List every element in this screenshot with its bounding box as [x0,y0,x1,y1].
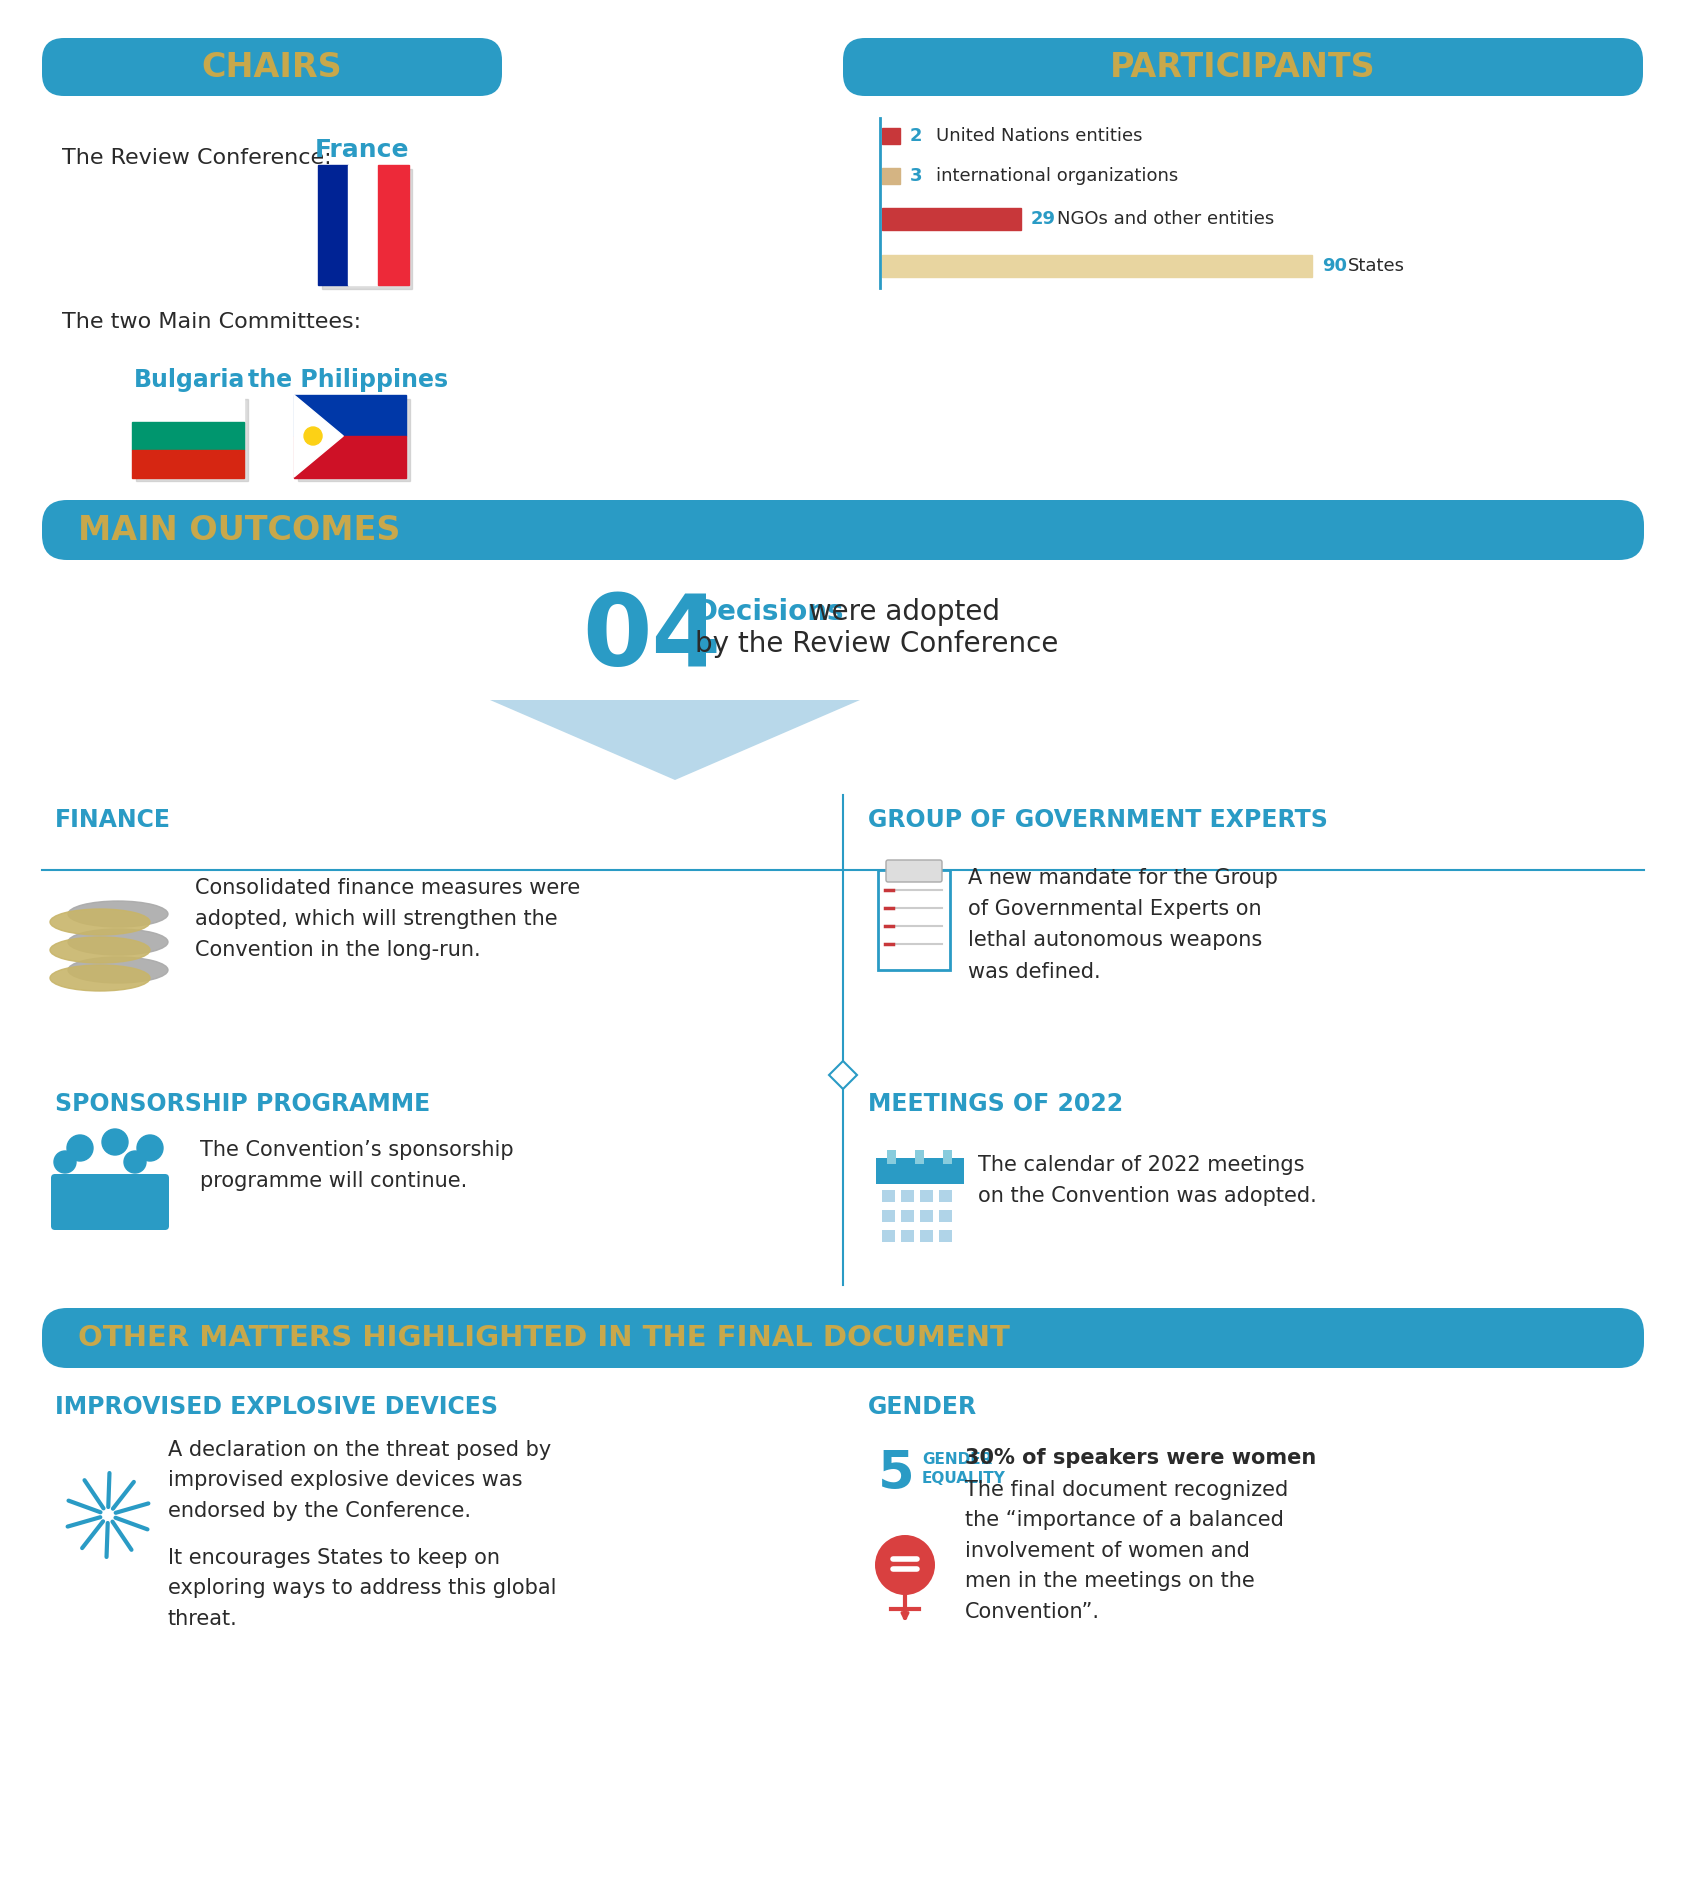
Text: GROUP OF GOVERNMENT EXPERTS: GROUP OF GOVERNMENT EXPERTS [868,808,1329,832]
Bar [882,1189,895,1203]
FancyBboxPatch shape [42,1308,1644,1368]
Text: SPONSORSHIP PROGRAMME: SPONSORSHIP PROGRAMME [56,1092,430,1116]
FancyBboxPatch shape [42,38,502,96]
Text: FINANCE: FINANCE [56,808,170,832]
Bar [915,1150,924,1163]
Bar [319,165,347,286]
FancyBboxPatch shape [51,1174,169,1231]
Ellipse shape [51,966,150,990]
Ellipse shape [51,938,150,964]
Text: GENDER
EQUALITY: GENDER EQUALITY [922,1452,1007,1486]
Text: 2: 2 [910,128,922,145]
Bar [882,1231,895,1242]
Circle shape [54,1152,76,1172]
Bar [921,1189,932,1203]
Bar [877,1157,964,1259]
Text: The final document recognized
the “importance of a balanced
involvement of women: The final document recognized the “impor… [964,1481,1288,1622]
Bar [887,1150,895,1163]
Text: Consolidated finance measures were
adopted, which will strengthen the
Convention: Consolidated finance measures were adopt… [196,877,580,960]
Circle shape [137,1135,164,1161]
Bar [878,870,949,970]
Bar [939,1231,953,1242]
Text: The Convention’s sponsorship
programme will continue.: The Convention’s sponsorship programme w… [201,1141,514,1191]
Text: PARTICIPANTS: PARTICIPANTS [1109,51,1376,83]
Circle shape [875,1535,936,1595]
Bar [882,128,900,145]
Bar [939,1210,953,1221]
Ellipse shape [67,902,169,926]
Polygon shape [830,1062,856,1090]
Text: GENDER: GENDER [868,1394,978,1419]
Text: the Philippines: the Philippines [248,368,448,393]
Text: The calendar of 2022 meetings
on the Convention was adopted.: The calendar of 2022 meetings on the Con… [978,1156,1317,1206]
Polygon shape [491,701,860,780]
Bar [887,1150,895,1171]
Ellipse shape [67,956,169,983]
Text: United Nations entities: United Nations entities [936,128,1143,145]
Text: OTHER MATTERS HIGHLIGHTED IN THE FINAL DOCUMENT: OTHER MATTERS HIGHLIGHTED IN THE FINAL D… [78,1325,1010,1353]
Bar [921,1231,932,1242]
Bar [877,1157,964,1184]
Text: IMPROVISED EXPLOSIVE DEVICES: IMPROVISED EXPLOSIVE DEVICES [56,1394,497,1419]
Circle shape [101,1129,128,1156]
Bar [900,1210,914,1221]
Bar [347,165,378,286]
Text: 30% of speakers were women: 30% of speakers were women [964,1449,1317,1467]
Text: MAIN OUTCOMES: MAIN OUTCOMES [78,513,400,547]
Bar [882,209,1020,229]
Text: 90: 90 [1322,257,1347,274]
Text: Bulgaria: Bulgaria [135,368,246,393]
Bar [882,256,1312,276]
Text: international organizations: international organizations [936,167,1179,184]
Ellipse shape [51,909,150,936]
Text: 5: 5 [878,1449,914,1499]
FancyBboxPatch shape [843,38,1642,96]
Bar [132,395,244,423]
Bar [921,1210,932,1221]
Text: CHAIRS: CHAIRS [202,51,342,83]
Bar [942,1150,953,1163]
Bar [378,165,410,286]
Text: 04: 04 [582,590,722,688]
Bar [915,1150,924,1171]
FancyBboxPatch shape [42,500,1644,560]
Circle shape [125,1152,147,1172]
Bar [900,1189,914,1203]
Polygon shape [293,395,344,477]
Text: NGOs and other entities: NGOs and other entities [1057,210,1275,227]
Bar [137,398,248,481]
Bar [882,167,900,184]
Text: It encourages States to keep on
exploring ways to address this global
threat.: It encourages States to keep on explorin… [169,1548,556,1629]
Bar [293,395,406,436]
FancyBboxPatch shape [887,861,942,881]
Text: by the Review Conference: by the Review Conference [695,629,1059,658]
Text: A new mandate for the Group
of Governmental Experts on
lethal autonomous weapons: A new mandate for the Group of Governmen… [968,868,1278,981]
Text: A declaration on the threat posed by
improvised explosive devices was
endorsed b: A declaration on the threat posed by imp… [169,1439,551,1520]
Text: 3: 3 [910,167,922,184]
Bar [322,169,411,289]
Text: Decisions: Decisions [695,598,845,626]
Bar [900,1231,914,1242]
Bar [132,423,244,449]
Text: 29: 29 [1030,210,1055,227]
Text: were adopted: were adopted [799,598,1000,626]
Text: The Review Conference:: The Review Conference: [62,148,332,167]
Ellipse shape [67,928,169,955]
Bar [298,398,410,481]
Text: France: France [315,137,410,162]
Bar [882,1210,895,1221]
Circle shape [67,1135,93,1161]
Bar [939,1189,953,1203]
Bar [132,449,244,477]
Bar [942,1150,953,1171]
Text: States: States [1349,257,1404,274]
Circle shape [303,427,322,445]
Text: MEETINGS OF 2022: MEETINGS OF 2022 [868,1092,1123,1116]
Text: The two Main Committees:: The two Main Committees: [62,312,361,333]
Bar [293,436,406,477]
